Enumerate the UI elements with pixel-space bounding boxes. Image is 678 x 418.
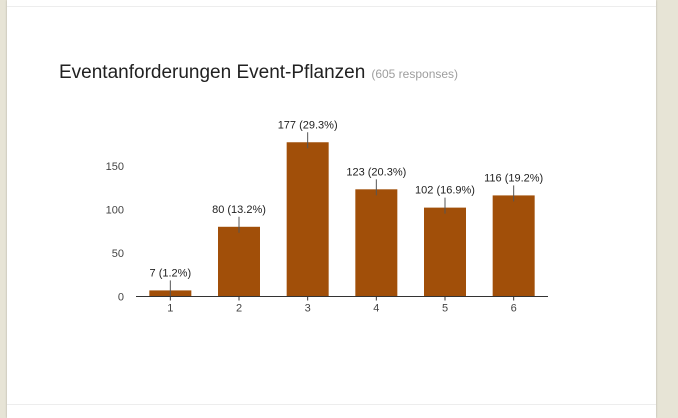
x-tick-label: 3: [305, 303, 311, 315]
y-tick-label: 50: [112, 248, 124, 260]
y-tick-label: 0: [118, 292, 124, 304]
x-tick-label: 1: [167, 303, 173, 315]
chart-title: Eventanforderungen Event-Pflanzen: [59, 62, 366, 83]
label-leader-lines: [169, 132, 515, 297]
bars: [149, 142, 535, 297]
y-axis-ticks: 0 50 100 150: [106, 161, 124, 304]
data-label: 177 (29.3%): [278, 119, 338, 131]
data-label: 7 (1.2%): [150, 267, 192, 279]
bar: [218, 226, 260, 297]
data-label: 80 (13.2%): [212, 204, 266, 216]
card-top-divider: [7, 6, 656, 7]
bar: [355, 189, 398, 297]
x-tick-label: 6: [511, 303, 517, 315]
data-label: 116 (19.2%): [484, 172, 543, 184]
y-tick-label: 100: [106, 204, 124, 216]
x-tick-label: 4: [373, 303, 379, 315]
chart-header: Eventanforderungen Event-Pflanzen (605 re…: [59, 62, 458, 84]
bar: [492, 195, 535, 297]
x-tick-label: 5: [442, 303, 448, 315]
data-label: 102 (16.9%): [415, 185, 475, 197]
bar: [424, 207, 466, 297]
bar: [286, 142, 329, 297]
data-label: 123 (20.3%): [346, 166, 406, 178]
card-bottom-divider: [7, 404, 656, 405]
chart-card: Eventanforderungen Event-Pflanzen (605 re…: [7, 0, 656, 418]
y-tick-label: 150: [106, 161, 124, 173]
data-labels: 7 (1.2%) 80 (13.2%) 177 (29.3%) 123 (20.3%)…: [150, 119, 544, 279]
response-count: (605 responses): [371, 67, 459, 81]
x-axis-ticks: 1 2 3 4 5 6: [167, 296, 517, 315]
x-tick-label: 2: [236, 303, 242, 315]
